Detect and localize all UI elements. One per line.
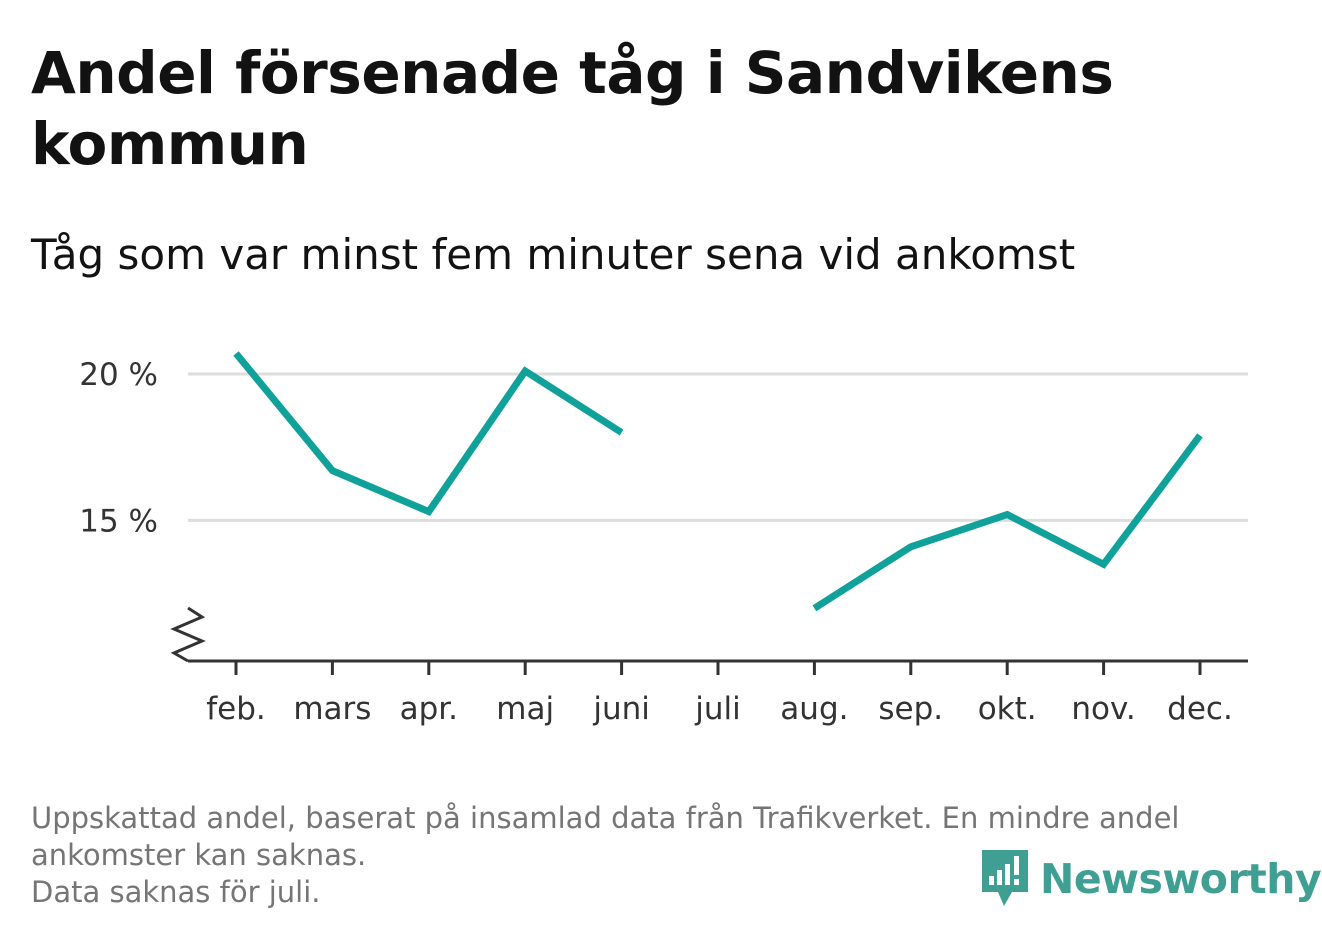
chart-title: Andel försenade tåg i Sandvikens kommun (31, 39, 1114, 178)
x-tick-label: dec. (1167, 691, 1233, 727)
x-axis (170, 606, 1248, 663)
brand-name: Newsworthy (1040, 855, 1322, 903)
x-tick-label: mars (293, 691, 371, 727)
x-tick-label: juli (694, 691, 741, 727)
chart-footnotes: Uppskattad andel, baserat på insamlad da… (31, 800, 1291, 911)
y-axis-ticks: 15 % 20 % (79, 357, 158, 539)
chart-subtitle: Tåg som var minst fem minuter sena vid a… (31, 230, 1076, 279)
footnote-line: Uppskattad andel, baserat på insamlad da… (31, 801, 1180, 835)
x-tick-label: maj (496, 691, 554, 727)
x-tick-label: okt. (978, 691, 1037, 727)
series-line (812, 433, 1203, 612)
x-tick-label: sep. (878, 691, 943, 727)
y-tick-label: 15 % (79, 503, 158, 539)
grid-lines (188, 372, 1248, 522)
series-lines (233, 351, 1203, 612)
footnote-line: ankomster kan saknas. (31, 838, 367, 872)
newsworthy-logo-icon (982, 850, 1028, 906)
x-tick-label: nov. (1071, 691, 1135, 727)
line-chart: 15 % 20 % feb. mars apr. maj juni juli aug. sep.… (79, 351, 1248, 727)
series-line (233, 351, 624, 516)
x-tick-label: apr. (400, 691, 458, 727)
y-tick-label: 20 % (79, 357, 158, 393)
footnote-line: Data saknas för juli. (31, 875, 321, 909)
x-tick-label: aug. (780, 691, 848, 727)
axis-break-marker (170, 606, 206, 663)
x-tick-label: feb. (206, 691, 266, 727)
x-tick-label: juni (592, 691, 650, 727)
x-axis-ticks: feb. mars apr. maj juni juli aug. sep. okt. nov. d… (206, 661, 1233, 727)
brand-logo: Newsworthy (980, 848, 1322, 910)
